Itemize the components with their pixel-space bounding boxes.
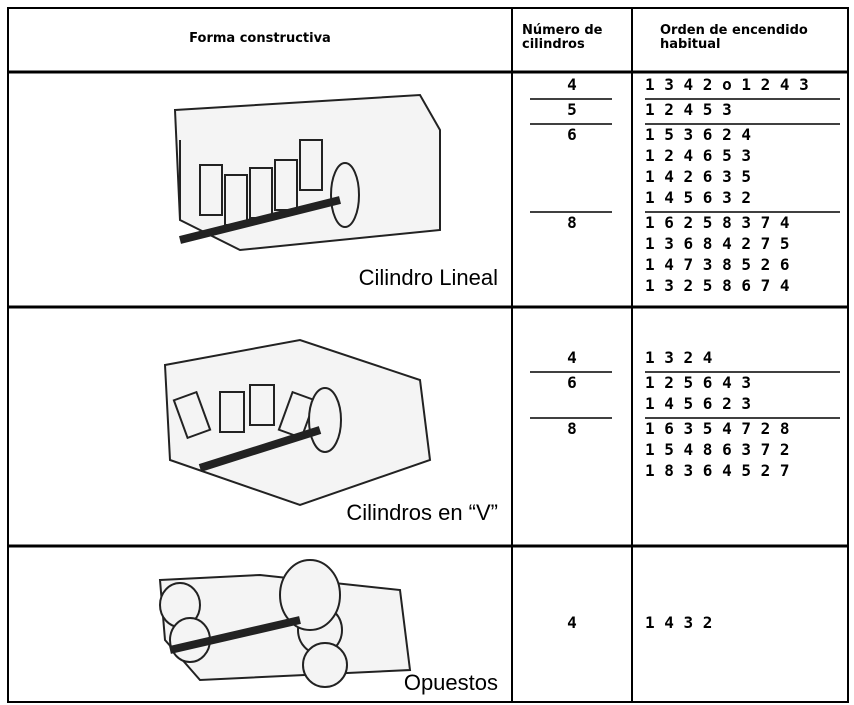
column-header: cilindros (522, 37, 585, 52)
table-border (7, 7, 849, 703)
v-engine-illustration (163, 338, 432, 507)
firing-order: 1 4 7 3 8 5 2 6 (645, 255, 790, 274)
column-header: Número de (522, 23, 603, 38)
cylinder-count: 5 (567, 100, 577, 119)
column-header: Orden de encendido (660, 23, 808, 38)
cylinder-count: 6 (567, 125, 577, 144)
firing-order: 1 3 2 5 8 6 7 4 (645, 276, 790, 295)
cylinder-count: 6 (567, 373, 577, 392)
cylinder-count: 8 (567, 213, 577, 232)
cylinder-count: 4 (567, 613, 577, 632)
cylinder-count: 4 (567, 75, 577, 94)
row-label: Opuestos (404, 670, 498, 695)
firing-order: 1 2 4 5 3 (645, 100, 732, 119)
cylinder-count: 4 (567, 348, 577, 367)
firing-order: 1 4 2 6 3 5 (645, 167, 751, 186)
firing-order: 1 6 2 5 8 3 7 4 (645, 213, 790, 232)
firing-order: 1 4 3 2 (645, 613, 712, 632)
column-header: Forma constructiva (189, 31, 331, 46)
row-label: Cilindros en “V” (346, 500, 498, 525)
firing-order: 1 2 5 6 4 3 (645, 373, 751, 392)
cylinder-count: 8 (567, 419, 577, 438)
firing-order: 1 4 5 6 3 2 (645, 188, 751, 207)
column-header: habitual (660, 37, 721, 52)
inline-engine-illustration (173, 93, 441, 252)
row-label: Cilindro Lineal (359, 265, 498, 290)
firing-order: 1 3 4 2 o 1 2 4 3 (645, 75, 809, 94)
firing-order: 1 2 4 6 5 3 (645, 146, 751, 165)
firing-order: 1 3 2 4 (645, 348, 712, 367)
firing-order: 1 4 5 6 2 3 (645, 394, 751, 413)
firing-order: 1 6 3 5 4 7 2 8 (645, 419, 790, 438)
firing-order: 1 5 4 8 6 3 7 2 (645, 440, 790, 459)
firing-order: 1 8 3 6 4 5 2 7 (645, 461, 790, 480)
firing-order: 1 3 6 8 4 2 7 5 (645, 234, 790, 253)
boxer-engine-illustration (158, 559, 412, 688)
firing-order: 1 5 3 6 2 4 (645, 125, 751, 144)
